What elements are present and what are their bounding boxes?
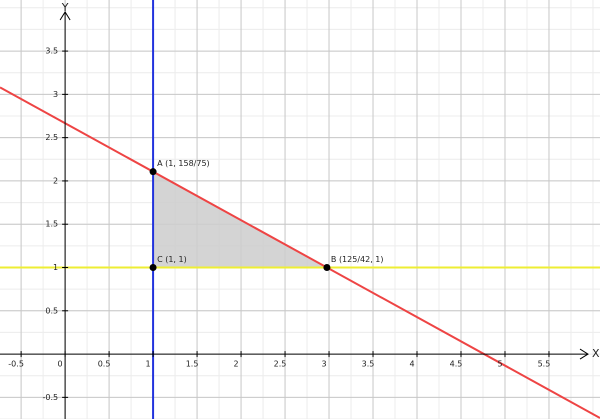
vertex-point [323,264,331,272]
y-tick-label: 0.5 [45,306,58,315]
y-tick-label: 3 [53,90,58,99]
x-axis-label: X [592,347,600,360]
x-tick-label: 0.5 [98,360,111,369]
x-tick-label: 2 [234,360,239,369]
y-tick-label: 2.5 [45,133,58,142]
y-tick-label: 1.5 [45,220,58,229]
vertex-label: B (125/42, 1) [331,255,384,264]
x-tick-label: 5.5 [538,360,551,369]
x-tick-label: 4 [409,360,414,369]
x-tick-label: 4.5 [450,360,463,369]
vertex-label: C (1, 1) [157,255,187,264]
y-tick-label: 2 [53,176,58,185]
x-tick-label: 1 [146,360,151,369]
x-tick-label: 2.5 [274,360,287,369]
y-tick-label: -0.5 [42,393,58,402]
x-axis-arrow [579,348,589,360]
x-tick-label: -0.5 [8,360,24,369]
y-axis-label: Y [61,1,69,14]
y-axis-arrow [59,11,71,21]
x-tick-label: 1.5 [186,360,199,369]
vertex-label: A (1, 158/75) [157,159,210,168]
vertex-point [149,264,157,272]
x-tick-label: 0 [58,360,63,369]
x-tick-label: 5 [497,360,502,369]
y-tick-label: 1 [53,263,58,272]
x-tick-label: 3.5 [362,360,375,369]
constraint-line [0,86,600,419]
x-tick-label: 3 [321,360,326,369]
vertex-point [149,168,157,176]
y-tick-label: 3.5 [45,47,58,56]
